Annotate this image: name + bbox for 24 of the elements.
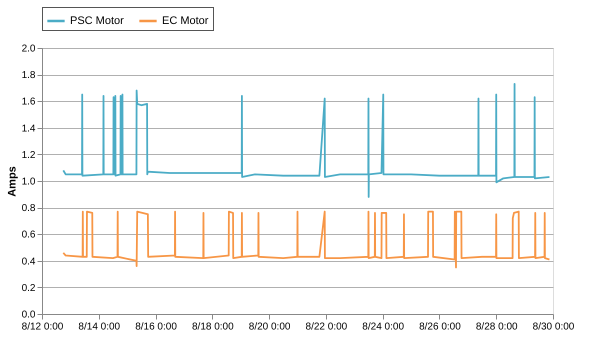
y-tick-label: 1.0 bbox=[22, 176, 36, 188]
y-tick-label: 0.6 bbox=[22, 230, 36, 241]
x-tick-label: 8/26 0:00 bbox=[419, 322, 462, 332]
y-axis-title: Amps bbox=[6, 166, 19, 197]
y-tick-label: 0.4 bbox=[22, 256, 36, 268]
x-tick-label: 8/16 0:00 bbox=[135, 322, 178, 332]
legend-label: PSC Motor bbox=[70, 15, 124, 27]
legend-label: EC Motor bbox=[162, 15, 209, 27]
y-tick-label: 1.4 bbox=[22, 123, 36, 134]
x-tick-label: 8/20 0:00 bbox=[248, 322, 291, 332]
y-tick-label: 1.6 bbox=[22, 96, 36, 108]
x-tick-label: 8/28 0:00 bbox=[476, 322, 518, 332]
y-tick-label: 2.0 bbox=[22, 44, 36, 54]
y-tick-label: 0.0 bbox=[22, 310, 36, 320]
x-tick-label: 8/30 0:00 bbox=[532, 322, 575, 332]
x-tick-label: 8/14 0:00 bbox=[78, 322, 121, 332]
y-tick-label: 1.8 bbox=[22, 70, 36, 82]
x-tick-label: 8/22 0:00 bbox=[306, 322, 348, 332]
x-tick-label: 8/18 0:00 bbox=[192, 322, 234, 332]
y-tick-label: 0.2 bbox=[22, 282, 36, 294]
y-tick-label: 0.8 bbox=[22, 203, 36, 214]
x-tick-label: 8/24 0:00 bbox=[362, 322, 404, 332]
y-tick-label: 1.2 bbox=[22, 150, 36, 161]
x-tick-label: 8/12 0:00 bbox=[22, 322, 64, 332]
